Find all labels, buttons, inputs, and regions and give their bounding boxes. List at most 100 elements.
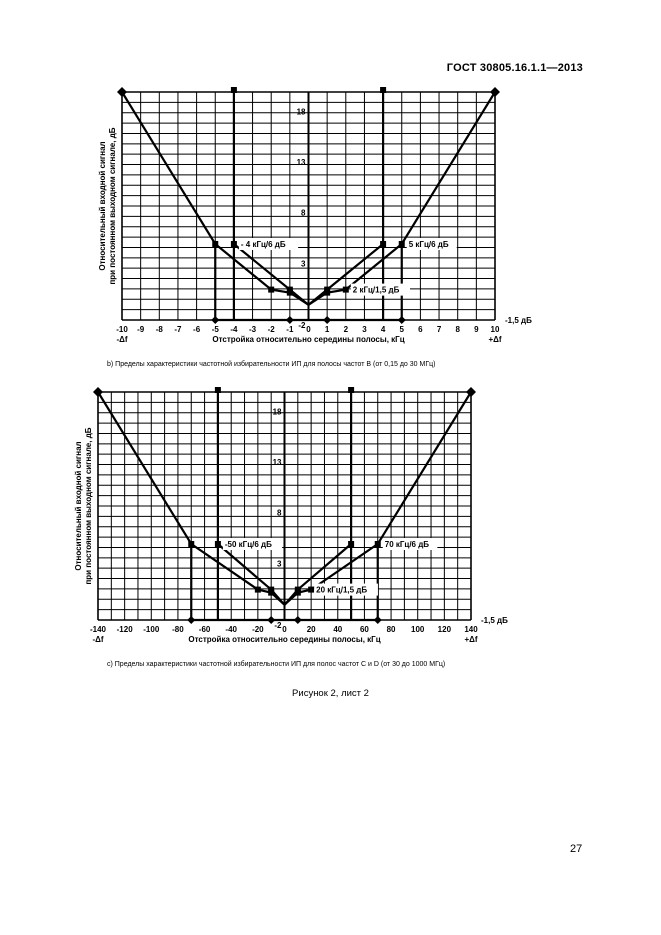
marker-square	[374, 541, 381, 547]
marker-square	[286, 289, 293, 296]
marker-diamond	[293, 616, 302, 624]
y-tick-label: 18	[273, 407, 282, 416]
marker-square	[230, 87, 237, 93]
x-tick-label: 0	[282, 625, 287, 634]
x-tick-label: 60	[360, 625, 369, 634]
marker-square	[188, 541, 195, 547]
marker-square	[230, 241, 237, 247]
marker-square	[398, 241, 405, 247]
marker-square	[268, 286, 275, 293]
x-tick-label: -120	[117, 625, 134, 634]
annotation-label: -50 кГц/6 дБ	[225, 540, 272, 549]
x-tick-label: 7	[437, 325, 442, 334]
annotation-label: 2 кГц/1,5 дБ	[353, 286, 400, 295]
annotation-bg	[350, 283, 410, 296]
x-tick-label: 9	[474, 325, 479, 334]
x-axis-label: Отстройка относительно середины полосы, …	[188, 635, 380, 644]
x-tick-label: -3	[249, 325, 257, 334]
marker-square	[214, 387, 221, 393]
x-tick-label: 4	[381, 325, 386, 334]
marker-diamond	[211, 316, 220, 324]
annotation-bg	[406, 238, 457, 250]
marker-diamond	[323, 316, 332, 324]
marker-square	[294, 586, 301, 593]
marker-square	[254, 586, 261, 593]
x-axis-label: Отстройка относительно середины полосы, …	[212, 335, 404, 344]
marker-square	[268, 586, 275, 593]
x-tick-label: 120	[438, 625, 452, 634]
marker-diamond	[285, 316, 294, 324]
x-tick-label: 100	[411, 625, 425, 634]
y-tick-label: 8	[301, 209, 306, 218]
x-tick-label: -7	[174, 325, 182, 334]
marker-square	[212, 241, 219, 247]
x-tick-label: -4	[230, 325, 238, 334]
marker-square	[214, 541, 221, 547]
annotation-bg	[222, 538, 283, 550]
marker-square	[380, 241, 387, 247]
x-tick-label: -5	[212, 325, 220, 334]
y-axis-label-line2: при постоянном выходном сигнале, дБ	[108, 127, 117, 284]
x-tick-label: -40	[225, 625, 237, 634]
y-axis-label-line1: Относительный входной сигнал	[98, 141, 107, 270]
annotation-label: 5 кГц/6 дБ	[409, 240, 449, 249]
x-tick-label: -100	[143, 625, 160, 634]
y-tick-label: -2	[274, 621, 282, 630]
x-tick-label: -60	[199, 625, 211, 634]
marker-square	[342, 286, 349, 293]
y-tick-label: 3	[301, 259, 306, 268]
series-inner-line	[217, 543, 352, 607]
x-tick-label: 2	[344, 325, 349, 334]
y-tick-label: 13	[273, 458, 282, 467]
chart-b-caption: b) Пределы характеристики частотной изби…	[107, 361, 436, 368]
marker-diamond	[93, 387, 103, 397]
marker-diamond	[397, 316, 406, 324]
page-number: 27	[570, 843, 583, 855]
x-tick-label: 8	[455, 325, 460, 334]
series-inner-line	[233, 243, 384, 307]
marker-diamond	[117, 87, 127, 97]
y-tick-label: 3	[277, 559, 282, 568]
x-tick-label: 6	[418, 325, 423, 334]
y-tick-label: -2	[298, 321, 306, 330]
x-tick-label: -80	[172, 625, 184, 634]
marker-square	[324, 289, 331, 296]
x-tick-label: 40	[333, 625, 342, 634]
annotation-label: 70 кГц/6 дБ	[385, 540, 430, 549]
x-tick-label: -140	[90, 625, 107, 634]
marker-square	[286, 286, 293, 293]
x-tick-label: 80	[387, 625, 396, 634]
marker-square	[324, 286, 331, 293]
marker-diamond	[466, 387, 476, 397]
y-tick-label: 13	[297, 158, 306, 167]
x-tick-label: 20	[307, 625, 316, 634]
x-tick-label: 3	[362, 325, 367, 334]
x-tick-label: -6	[193, 325, 201, 334]
x-tick-label: 140	[464, 625, 478, 634]
y-tick-label: 8	[277, 509, 282, 518]
marker-diamond	[187, 616, 196, 624]
x-tick-label: -20	[252, 625, 264, 634]
marker-square	[380, 87, 387, 93]
annotation-label: -1,5 дБ	[505, 316, 532, 325]
y-tick-label: 18	[297, 107, 306, 116]
figure-caption: Рисунок 2, лист 2	[292, 688, 369, 699]
x-left-label: -Δf	[92, 635, 103, 644]
x-left-label: -Δf	[116, 335, 127, 344]
annotation-bg	[238, 238, 299, 250]
x-tick-label: 5	[400, 325, 405, 334]
x-tick-label: 1	[325, 325, 330, 334]
annotation-bg	[382, 538, 438, 550]
annotation-label: -1,5 дБ	[481, 616, 508, 625]
x-right-label: +Δf	[488, 335, 501, 344]
marker-diamond	[490, 87, 500, 97]
x-tick-label: -2	[268, 325, 276, 334]
annotation-bg	[314, 583, 378, 596]
standard-header: ГОСТ 30805.16.1.1—2013	[446, 62, 583, 74]
marker-square	[348, 541, 355, 547]
y-axis-label-line1: Относительный входной сигнал	[74, 441, 83, 570]
marker-square	[308, 586, 315, 593]
marker-square	[348, 387, 355, 393]
annotation-label: - 4 кГц/6 дБ	[241, 240, 286, 249]
